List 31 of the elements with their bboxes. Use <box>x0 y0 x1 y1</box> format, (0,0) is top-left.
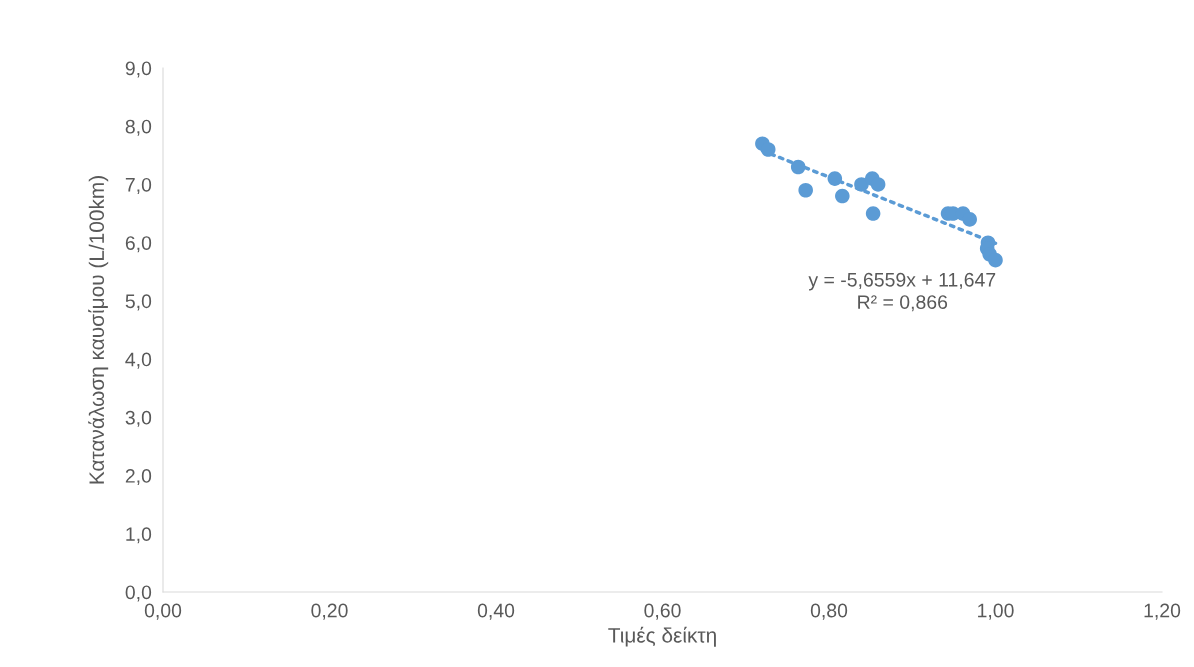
x-tick-label: 1,00 <box>978 603 1014 620</box>
x-tick-label: 0,20 <box>311 603 348 620</box>
y-tick-label: 9,0 <box>125 61 152 78</box>
y-tick-label: 0,0 <box>125 585 152 602</box>
point <box>760 142 776 157</box>
annotation: R² = 0,866 <box>858 295 948 312</box>
y-tick-label: 6,0 <box>125 236 152 253</box>
point <box>790 159 806 175</box>
point <box>835 188 850 204</box>
y-axis-title: Κατανάλωση καυσίμου (L/100km) <box>88 176 109 484</box>
point <box>854 177 869 192</box>
x-tick-label: 0,40 <box>477 603 515 620</box>
x-tick-label: 0,60 <box>644 603 681 620</box>
x-axis-title: Τιμές δείκτη <box>608 626 716 647</box>
point <box>865 206 881 221</box>
point <box>962 212 977 227</box>
y-tick-label: 1,0 <box>126 527 152 544</box>
x-tick-label: 1,20 <box>1144 603 1181 620</box>
y-tick-label: 8,0 <box>125 119 152 136</box>
y-tick-label: 3,0 <box>125 410 152 427</box>
y-tick-label: 7,0 <box>125 177 152 194</box>
y-tick-label: 4,0 <box>125 352 152 369</box>
x-tick-label: 0,00 <box>144 603 182 620</box>
point <box>870 177 886 192</box>
annotation: y = -5,6559x + 11,647 <box>808 272 996 291</box>
point <box>798 182 813 198</box>
y-tick-label: 5,0 <box>125 294 152 311</box>
point <box>827 171 843 186</box>
x-tick-label: 0,80 <box>810 603 848 620</box>
y-tick-label: 2,0 <box>125 469 152 486</box>
point <box>988 252 1003 268</box>
